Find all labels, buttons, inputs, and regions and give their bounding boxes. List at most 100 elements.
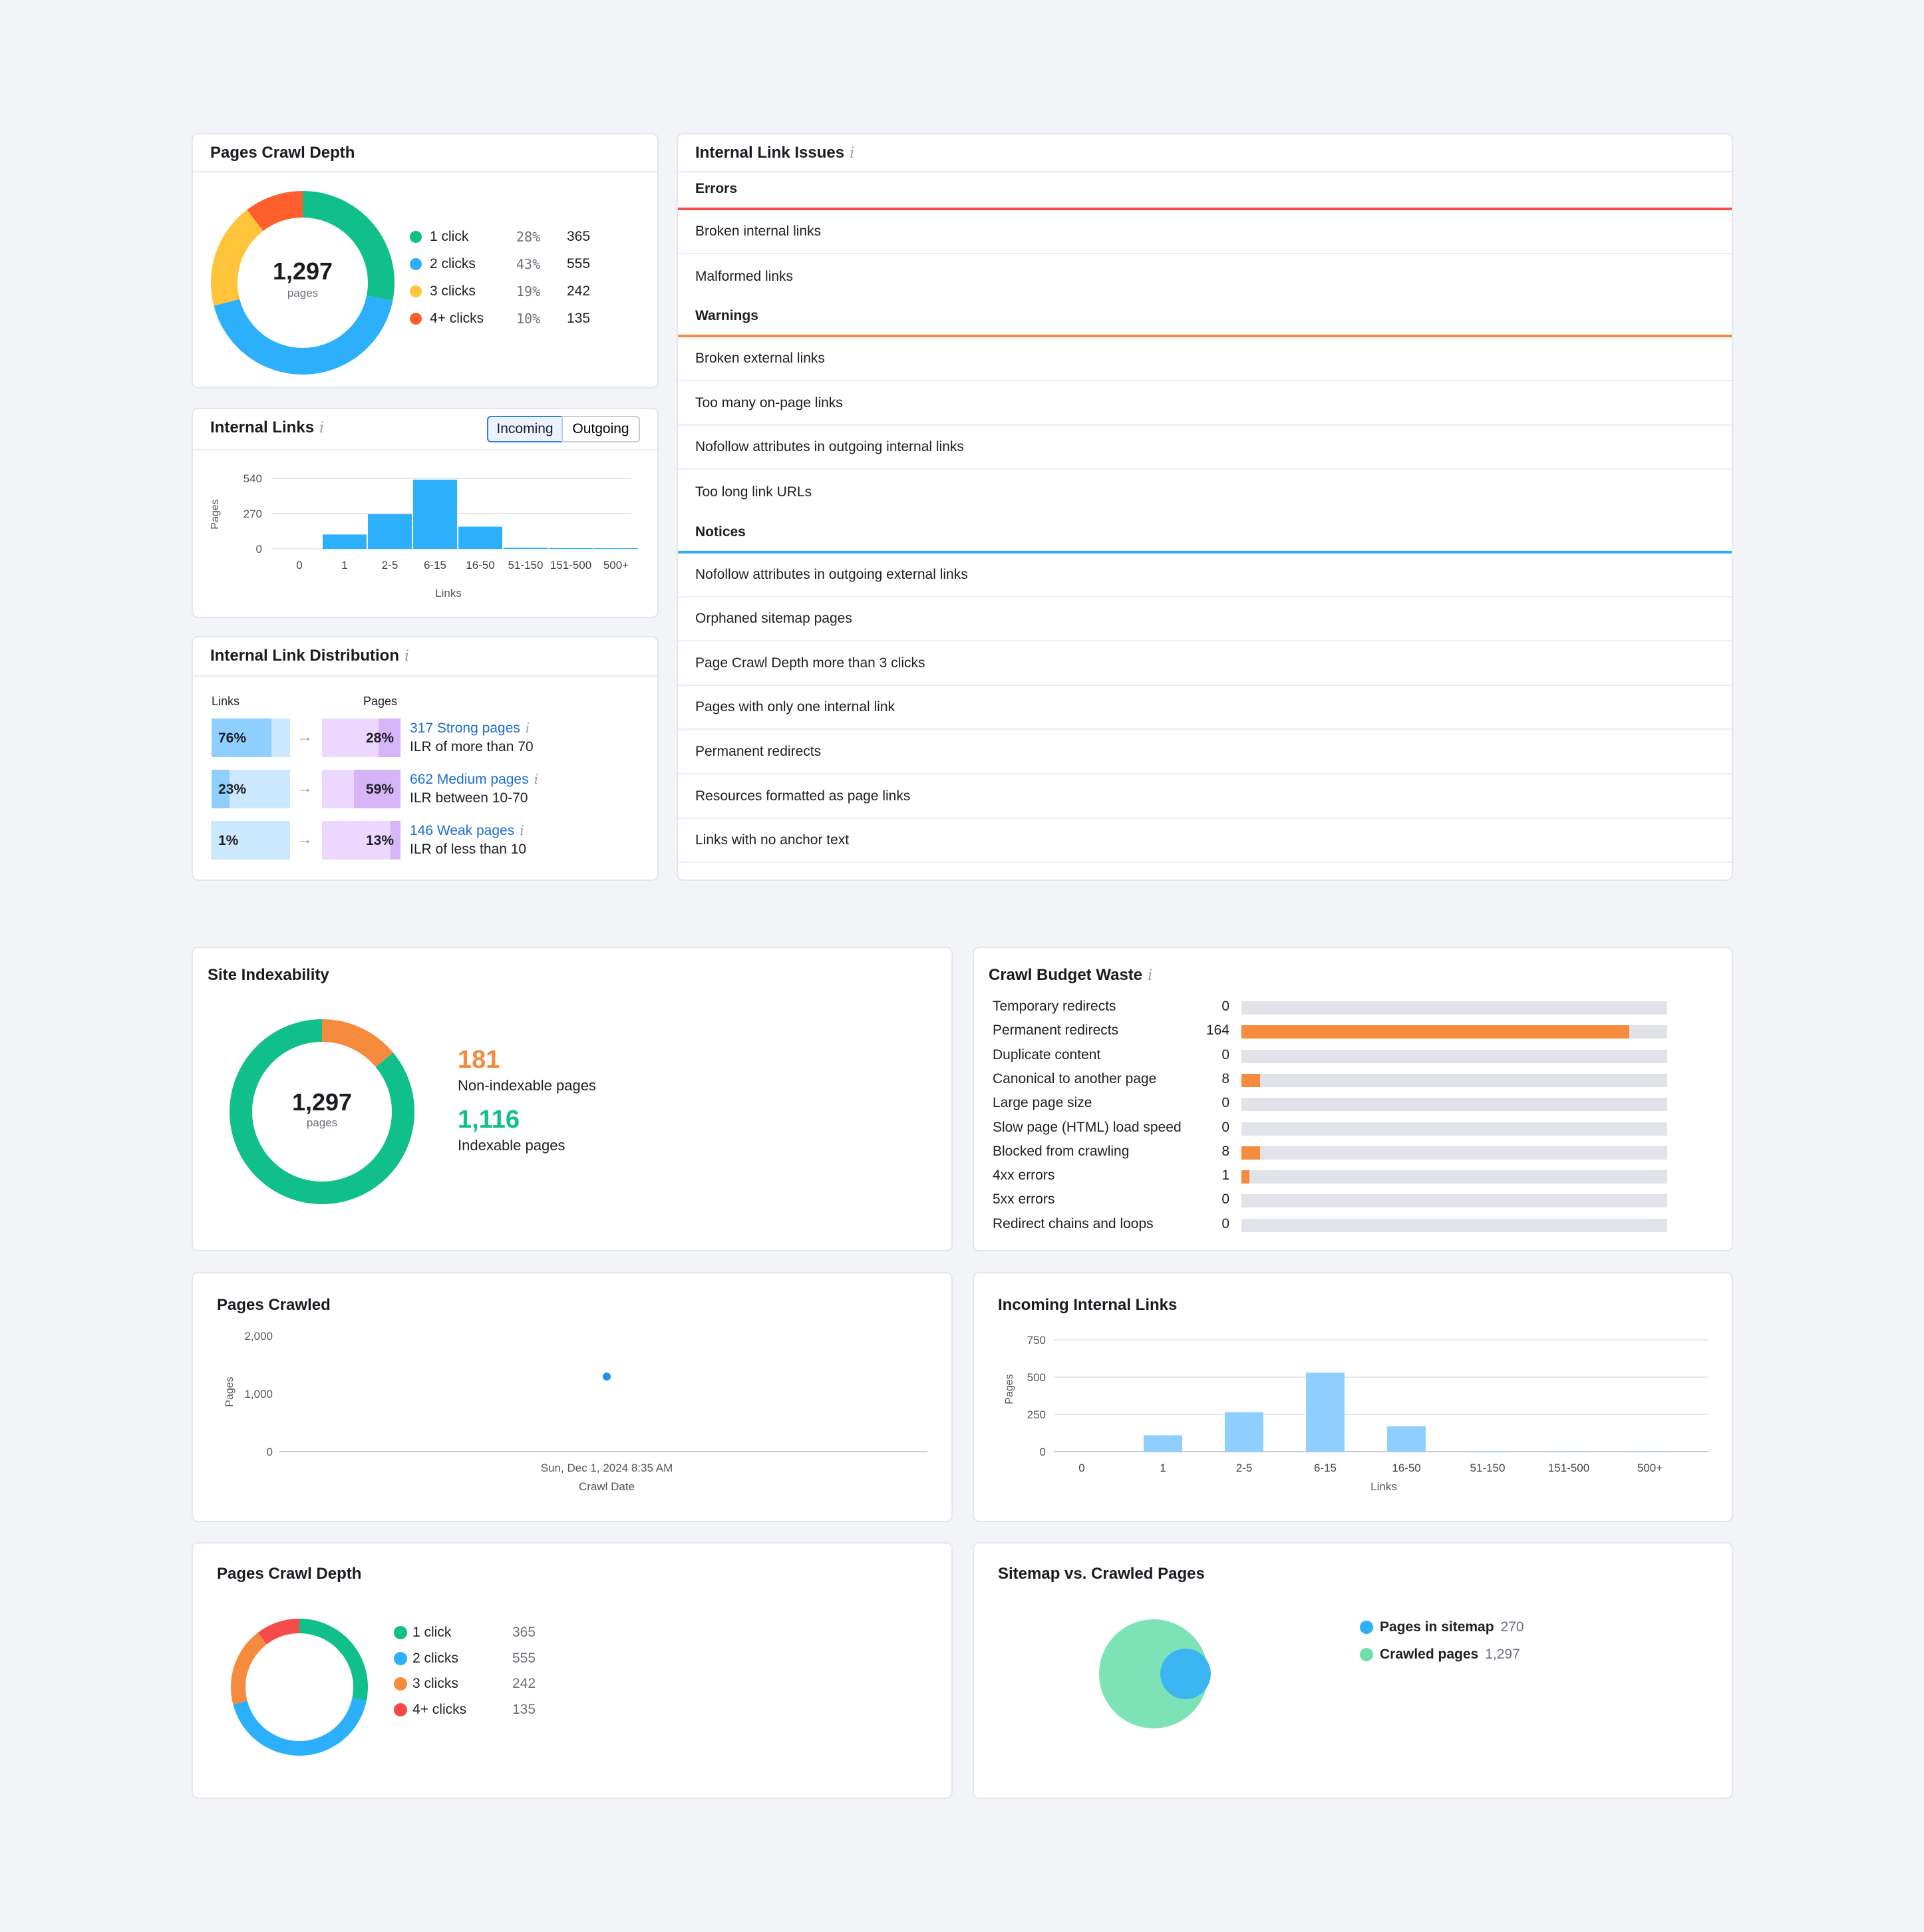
bar[interactable] <box>594 548 638 549</box>
page-group-link-text[interactable]: 317 Strong pages <box>410 721 520 736</box>
budget-waste-track <box>1241 1073 1667 1087</box>
pages-share-value: 28% <box>365 730 394 746</box>
page-group-link-text[interactable]: 146 Weak pages <box>410 823 515 838</box>
budget-waste-row[interactable]: Duplicate content 0 <box>993 1047 1684 1066</box>
data-point[interactable] <box>603 1372 611 1381</box>
bar[interactable] <box>504 548 548 549</box>
info-icon[interactable]: i <box>404 648 410 665</box>
budget-waste-row[interactable]: Slow page (HTML) load speed 0 <box>993 1120 1684 1138</box>
issue-row[interactable]: Resources formatted as page links <box>678 775 1732 819</box>
y-tick-label: 0 <box>267 1446 273 1458</box>
bar[interactable] <box>368 514 412 549</box>
x-tick-label: 0 <box>296 559 302 571</box>
issue-row[interactable]: Page Crawl Depth more than 3 clicks <box>678 642 1732 686</box>
issue-row[interactable]: Too many on-page links <box>678 382 1732 426</box>
x-tick-label: 16-50 <box>1392 1462 1420 1474</box>
budget-waste-row[interactable]: Blocked from crawling 8 <box>993 1144 1684 1162</box>
x-tick-label: 6-15 <box>1314 1462 1337 1474</box>
budget-waste-value: 0 <box>1221 999 1229 1014</box>
links-share-bar: 76% <box>212 719 290 757</box>
issue-row[interactable]: Malformed links <box>695 268 794 284</box>
info-icon[interactable]: i <box>520 822 524 838</box>
budget-waste-row[interactable]: Large page size 0 <box>993 1095 1684 1114</box>
legend-label: 3 clicks <box>430 283 476 299</box>
tab-outgoing[interactable]: Outgoing <box>561 416 640 442</box>
non-indexable-value: 181 <box>458 1046 500 1074</box>
issue-row[interactable]: Nofollow attributes in outgoing external… <box>678 554 1732 597</box>
non-indexable-label: Non-indexable pages <box>458 1077 596 1094</box>
crawl-depth-card-bottom: Pages Crawl Depth 1 click 365 2 clicks 555 3… <box>192 1542 953 1799</box>
y-axis-label: Pages <box>210 499 221 529</box>
page-group-link[interactable]: 317 Strong pages i <box>410 720 530 736</box>
legend-label: 2 clicks <box>412 1650 458 1666</box>
divider <box>193 171 657 172</box>
budget-waste-row[interactable]: Permanent redirects 164 <box>993 1023 1684 1041</box>
pages-share-value: 59% <box>365 782 394 797</box>
legend-label: 1 click <box>430 229 469 244</box>
page-group-description: ILR of less than 10 <box>410 842 527 857</box>
donut-unit: pages <box>307 1116 337 1129</box>
pages-crawled-card: Pages Crawled 0 1,000 2,000 Sun, Dec 1, 202… <box>192 1272 953 1522</box>
pages-share-fill <box>390 821 401 860</box>
budget-waste-row[interactable]: 5xx errors 0 <box>993 1192 1684 1210</box>
issue-row[interactable]: Broken internal links <box>678 210 1732 254</box>
budget-waste-label: Large page size <box>993 1095 1092 1111</box>
x-tick-label: 500+ <box>603 559 629 571</box>
info-icon[interactable]: i <box>525 720 530 736</box>
card-title: Pages Crawl Depth <box>210 144 355 162</box>
card-title: Internal Link Issues i <box>695 144 854 162</box>
issue-group-title: Errors <box>695 181 738 196</box>
issue-group-title: Warnings <box>695 308 758 324</box>
info-icon[interactable]: i <box>534 771 539 787</box>
tab-incoming[interactable]: Incoming <box>487 416 563 442</box>
card-title: Internal Link Distribution i <box>210 647 409 665</box>
crawl-depth-bottom-slice-3 <box>231 1619 368 1756</box>
page-group-link-text[interactable]: 662 Medium pages <box>410 772 529 787</box>
info-icon[interactable]: i <box>1148 967 1153 984</box>
bar[interactable] <box>1306 1372 1345 1452</box>
budget-waste-row[interactable]: Canonical to another page 8 <box>993 1071 1684 1090</box>
y-tick-label: 2,000 <box>244 1330 273 1343</box>
issue-row[interactable]: Pages with only one internal link <box>678 686 1732 730</box>
info-icon[interactable]: i <box>850 145 855 162</box>
budget-waste-row[interactable]: 4xx errors 1 <box>993 1168 1684 1186</box>
issue-row[interactable]: Permanent redirects <box>678 730 1732 774</box>
budget-waste-track <box>1241 1001 1667 1015</box>
issue-row[interactable]: Broken external links <box>678 337 1732 382</box>
legend-label: 1 click <box>412 1625 452 1640</box>
bar[interactable] <box>458 526 502 549</box>
issue-row[interactable]: Orphaned sitemap pages <box>678 597 1732 642</box>
bar[interactable] <box>1468 1451 1507 1452</box>
issue-row[interactable]: Too long link URLs <box>695 484 812 500</box>
sitemap-card: Sitemap vs. Crawled Pages Pages in sitem… <box>973 1542 1733 1799</box>
bar[interactable] <box>549 548 593 549</box>
bar[interactable] <box>323 534 367 549</box>
budget-waste-label: Permanent redirects <box>993 1023 1119 1039</box>
bar[interactable] <box>1387 1426 1426 1452</box>
legend-label: 4+ clicks <box>430 311 484 326</box>
budget-waste-value: 8 <box>1221 1143 1229 1159</box>
budget-waste-row[interactable]: Redirect chains and loops 0 <box>993 1216 1684 1235</box>
links-share-bar: 23% <box>212 770 290 808</box>
page-group-link[interactable]: 146 Weak pages i <box>410 822 524 839</box>
card-title-text: Internal Link Issues <box>695 144 845 162</box>
budget-waste-row[interactable]: Temporary redirects 0 <box>993 999 1684 1017</box>
link-issues-card: Internal Link Issues i Errors Broken inter… <box>677 133 1733 881</box>
legend-item: 1 click 28% 365 <box>410 229 590 245</box>
bar[interactable] <box>413 479 457 549</box>
issue-row[interactable]: Links with no anchor text <box>678 819 1732 864</box>
issue-group-rule <box>678 208 1732 210</box>
pages-share-bar: 28% <box>322 719 401 757</box>
issue-row[interactable]: Nofollow attributes in outgoing internal… <box>678 426 1732 470</box>
bar[interactable] <box>1144 1435 1182 1452</box>
page-group-link[interactable]: 662 Medium pages i <box>410 771 538 788</box>
card-title-text: Internal Links <box>210 418 315 436</box>
arrow-icon: → <box>297 728 313 746</box>
info-icon[interactable]: i <box>319 420 325 436</box>
crawl-depth-donut-bottom <box>231 1619 368 1756</box>
card-title: Internal Links i <box>210 418 324 437</box>
x-axis-label: Crawl Date <box>579 1480 635 1493</box>
bar[interactable] <box>1225 1412 1263 1452</box>
x-tick-label: 151-500 <box>1548 1462 1589 1474</box>
sitemap-pages-circle <box>1160 1649 1211 1699</box>
